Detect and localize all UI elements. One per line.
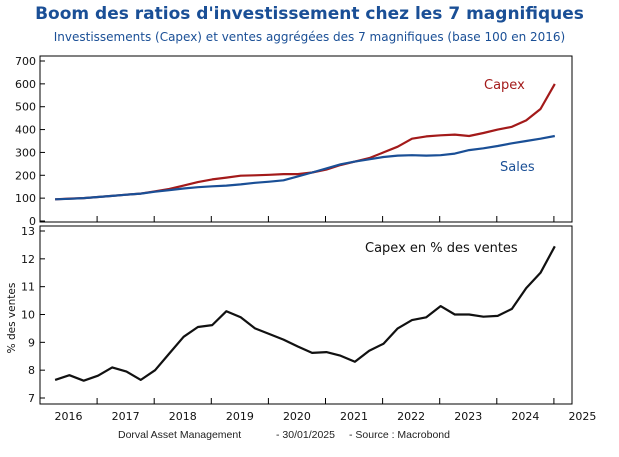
top-y-tick-label: 0 — [29, 215, 36, 228]
top-y-tick-label: 600 — [15, 78, 36, 91]
bottom-y-axis: 7 8 9 10 11 12 13 — [21, 225, 45, 405]
sales-series-label: Sales — [500, 160, 535, 175]
x-tick-label: 2019 — [226, 410, 254, 423]
x-tick-label: 2023 — [454, 410, 482, 423]
top-y-tick-label: 200 — [15, 169, 36, 182]
x-tick-label: 2021 — [340, 410, 368, 423]
chart-title: Boom des ratios d'investissement chez le… — [35, 4, 584, 24]
top-y-tick-label: 300 — [15, 146, 36, 159]
top-y-tick-label: 100 — [15, 192, 36, 205]
capex-line — [55, 83, 556, 201]
bottom-y-tick-label: 9 — [28, 336, 35, 349]
bottom-y-tick-label: 11 — [21, 281, 35, 294]
bottom-y-tick-label: 7 — [28, 392, 35, 405]
bottom-y-tick-label: 10 — [21, 309, 35, 322]
sales-line — [55, 134, 556, 201]
x-tick-label: 2017 — [112, 410, 140, 423]
top-panel-series — [55, 83, 556, 201]
x-tick-label: 2025 — [568, 410, 596, 423]
x-tick-label: 2024 — [511, 410, 539, 423]
bottom-y-axis-label: % des ventes — [6, 283, 18, 354]
top-panel-frame — [39, 55, 573, 223]
ratio-series-label: Capex en % des ventes — [365, 241, 518, 256]
x-tick-label: 2022 — [397, 410, 425, 423]
top-y-axis: 0 100 200 300 400 500 600 700 — [15, 55, 45, 228]
top-y-tick-label: 500 — [15, 101, 36, 114]
bottom-y-tick-label: 12 — [21, 253, 35, 266]
capex-series-label: Capex — [484, 78, 525, 93]
x-axis: 2016 2017 2018 2019 2020 2021 2022 2023 2024 2025 — [39, 216, 596, 423]
footer-date: - 30/01/2025 — [276, 429, 335, 441]
bottom-panel-series — [54, 245, 556, 382]
footer-source: - Source : Macrobond — [349, 429, 450, 441]
x-tick-label: 2020 — [283, 410, 311, 423]
bottom-y-tick-label: 8 — [28, 364, 35, 377]
footer-source-org: Dorval Asset Management — [118, 429, 242, 441]
top-y-tick-label: 400 — [15, 124, 36, 137]
x-tick-label: 2018 — [169, 410, 197, 423]
top-y-tick-label: 700 — [15, 55, 36, 68]
capex-ratio-line — [54, 245, 556, 382]
chart-subtitle: Investissements (Capex) et ventes aggrég… — [53, 30, 566, 44]
bottom-y-tick-label: 13 — [21, 225, 35, 238]
x-tick-label: 2016 — [55, 410, 83, 423]
